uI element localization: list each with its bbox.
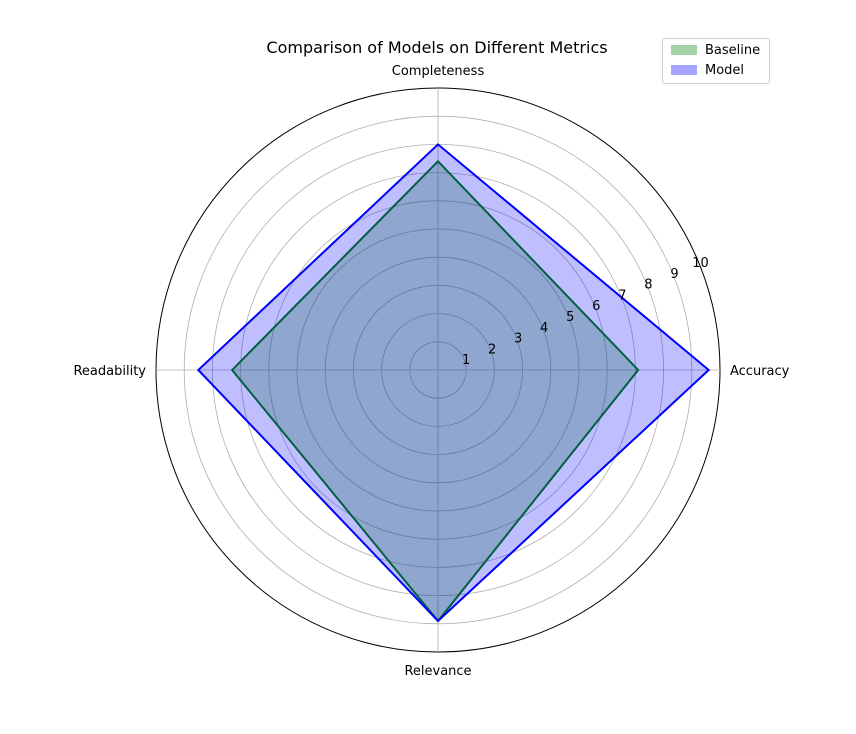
category-label-completeness: Completeness: [392, 64, 485, 79]
label-layer: 1 2 3 4 5 6 7 8 9 10 Accuracy Completeness Readabili…: [73, 64, 789, 679]
radial-tick-label-1: 1: [462, 353, 470, 368]
radial-tick-label-2: 2: [488, 342, 496, 357]
series-fill-baseline: [232, 161, 639, 622]
radial-tick-label-6: 6: [592, 299, 600, 314]
series-fill-model: [198, 144, 709, 621]
legend-swatch-baseline: [671, 45, 697, 55]
series-line-model: [196, 143, 711, 623]
series-line-baseline: [230, 159, 640, 623]
category-label-accuracy: Accuracy: [730, 364, 790, 379]
legend-item-baseline: Baseline: [671, 41, 760, 59]
series-layer: [196, 143, 711, 623]
legend: Baseline Model: [662, 38, 770, 84]
radial-tick-label-4: 4: [540, 321, 548, 336]
legend-label-model: Model: [705, 62, 745, 78]
radial-tick-label-9: 9: [670, 267, 678, 282]
radial-tick-label-7: 7: [618, 289, 626, 304]
legend-item-model: Model: [671, 61, 744, 79]
radial-tick-label-10: 10: [692, 256, 709, 271]
category-label-readability: Readability: [73, 364, 146, 379]
radial-tick-label-5: 5: [566, 310, 574, 325]
category-label-relevance: Relevance: [404, 664, 471, 679]
chart-title: Comparison of Models on Different Metric…: [266, 38, 607, 57]
legend-swatch-model: [671, 65, 697, 75]
radial-tick-label-3: 3: [514, 332, 522, 347]
radial-tick-label-8: 8: [644, 278, 652, 293]
legend-label-baseline: Baseline: [705, 42, 761, 58]
